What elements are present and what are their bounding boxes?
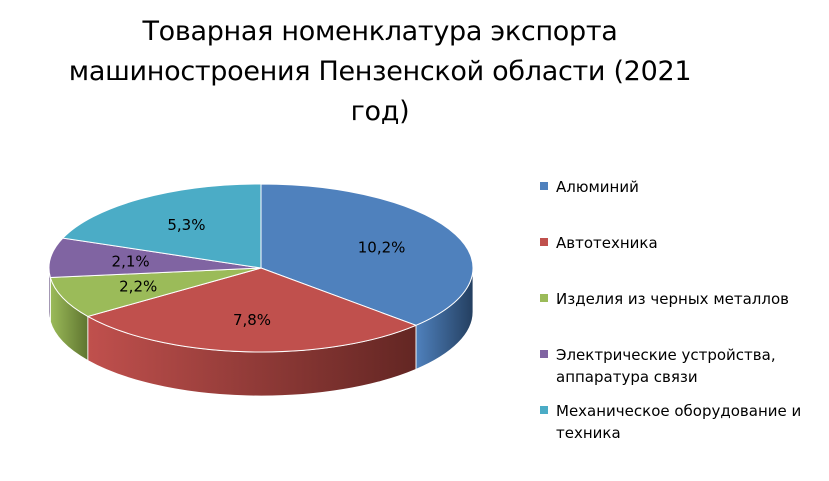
chart-title: Товарная номенклатура экспорта машиностр… — [68, 16, 692, 127]
legend-label: Алюминий — [556, 178, 639, 196]
pie-slice-2 — [49, 267, 262, 317]
legend-label: Автотехника — [556, 234, 658, 252]
legend-label: Электрические устройства, аппаратура свя… — [556, 346, 776, 386]
pie-data-labels: 10,2% 7,8% 2,2% 2,1% 5,3% — [112, 216, 406, 329]
legend-label: Механическое оборудование и техника — [556, 402, 802, 442]
legend-item: Автотехника — [540, 232, 824, 254]
pie-slice-1 — [86, 267, 418, 353]
legend-swatch — [540, 182, 548, 190]
legend-swatch — [540, 406, 548, 414]
pie-slice-4 — [61, 183, 262, 269]
legend-item: Электрические устройства, аппаратура свя… — [540, 344, 824, 388]
legend-swatch — [540, 294, 548, 302]
pie-slice-3 — [48, 237, 262, 279]
legend-swatch — [540, 350, 548, 358]
legend-swatch — [540, 238, 548, 246]
pie-slice-0 — [260, 183, 474, 326]
data-label-1: 7,8% — [233, 311, 271, 329]
legend-item: Алюминий — [540, 176, 824, 198]
pie-slices — [48, 183, 474, 353]
legend-item: Механическое оборудование и техника — [540, 400, 824, 444]
data-label-4: 5,3% — [167, 216, 205, 234]
data-label-2: 2,2% — [119, 278, 157, 296]
data-label-3: 2,1% — [112, 253, 150, 271]
data-label-0: 10,2% — [358, 238, 406, 256]
legend-label: Изделия из черных металлов — [556, 290, 789, 308]
legend-item: Изделия из черных металлов — [540, 288, 824, 310]
